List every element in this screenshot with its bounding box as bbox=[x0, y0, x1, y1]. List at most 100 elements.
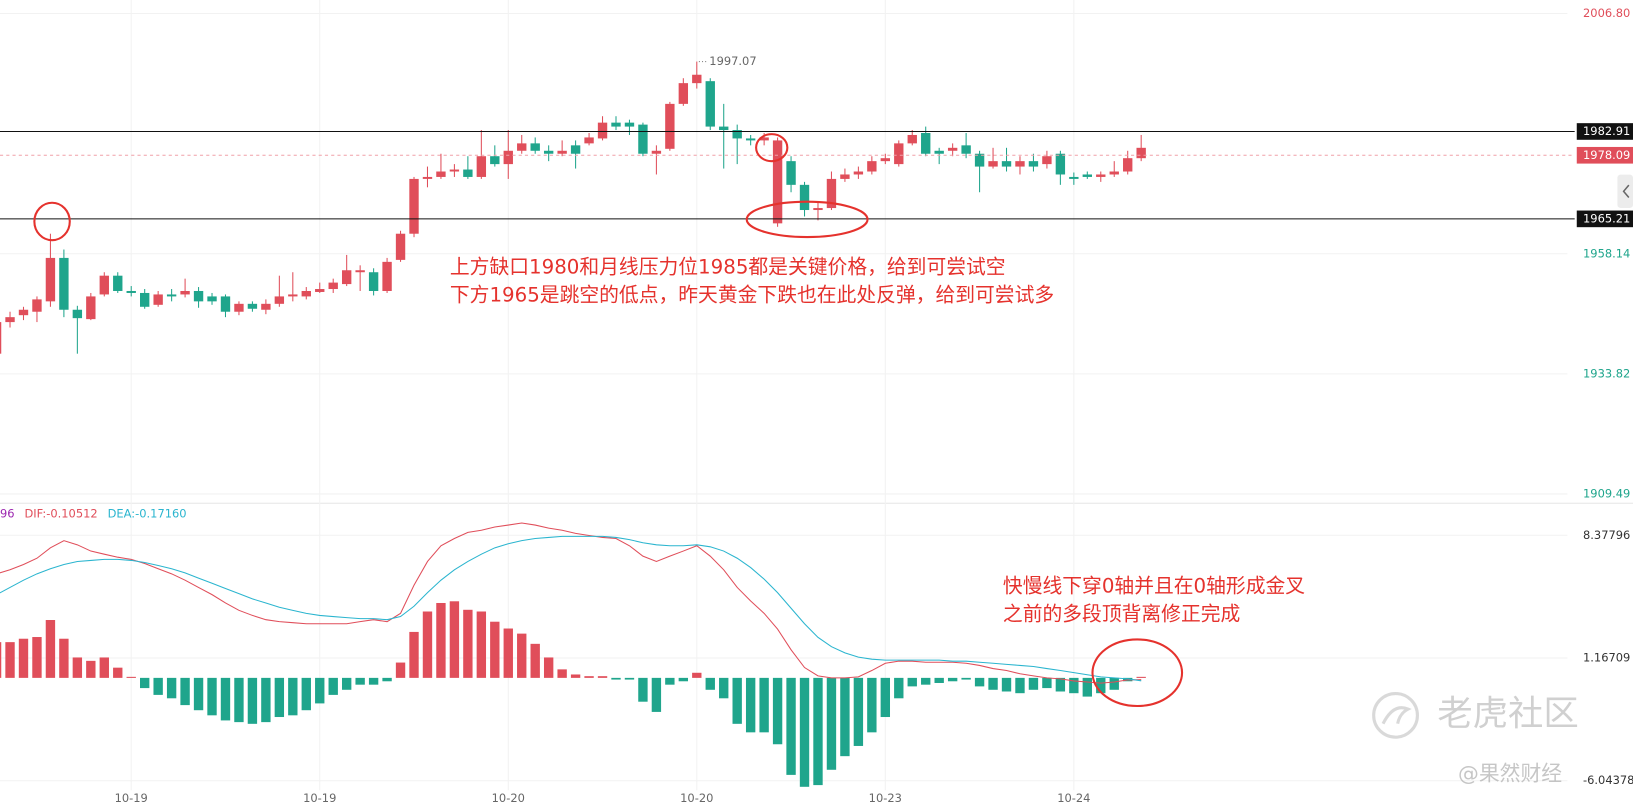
macd-bar bbox=[476, 611, 487, 678]
macd-bar bbox=[274, 677, 285, 718]
hand-drawn-circles bbox=[33, 133, 1184, 708]
candle-body bbox=[288, 294, 298, 297]
macd-bar bbox=[503, 628, 513, 678]
candle-body bbox=[1042, 156, 1052, 165]
macd-bar bbox=[1069, 677, 1079, 694]
macd-bar bbox=[113, 667, 123, 678]
macd-bar bbox=[153, 677, 163, 695]
macd-bar bbox=[301, 677, 311, 711]
candle-body bbox=[234, 303, 244, 312]
candle-body bbox=[974, 153, 985, 167]
candle-body bbox=[247, 303, 258, 309]
y-tick-label: 8.37796 bbox=[1583, 528, 1630, 542]
macd-bar bbox=[584, 676, 594, 678]
candle-body bbox=[732, 130, 742, 139]
candle-body bbox=[584, 137, 594, 144]
candle-body bbox=[32, 299, 42, 312]
macd-bar bbox=[813, 677, 823, 786]
macd-bar bbox=[72, 657, 83, 678]
candle-body bbox=[503, 150, 513, 165]
x-tick-label: 10-19 bbox=[115, 791, 148, 805]
macd-bar bbox=[18, 638, 29, 678]
macd-bar bbox=[719, 677, 729, 699]
annotation: 上方缺口1980和月线压力位1985都是关键价格，给到可尝试空 bbox=[450, 255, 1006, 278]
macd-bar bbox=[570, 674, 581, 678]
candle-body bbox=[813, 208, 823, 211]
candle-body bbox=[382, 261, 392, 291]
candle-body bbox=[772, 140, 783, 224]
macd-bar bbox=[288, 677, 298, 716]
candle-body bbox=[840, 174, 850, 179]
macd-bar bbox=[934, 677, 944, 683]
candle-body bbox=[1001, 161, 1012, 167]
candle-body bbox=[651, 150, 662, 154]
annotation: 之前的多段顶背离修正完成 bbox=[1003, 603, 1240, 626]
macd-bar bbox=[772, 677, 783, 745]
price-tag bbox=[1576, 210, 1633, 228]
macd-bar bbox=[745, 677, 756, 733]
macd-bar bbox=[517, 633, 527, 678]
macd-bar bbox=[597, 676, 608, 678]
candle-body bbox=[220, 296, 231, 312]
macd-bar bbox=[32, 637, 42, 678]
candle-body bbox=[166, 294, 177, 297]
y-tick-label: 1909.49 bbox=[1583, 486, 1630, 500]
macd-bar bbox=[207, 677, 217, 716]
watermark-icon bbox=[1381, 706, 1412, 725]
macd-bar bbox=[5, 642, 15, 678]
x-tick-label: 10-23 bbox=[869, 791, 902, 805]
candle-body bbox=[193, 290, 204, 302]
candle-body bbox=[894, 143, 904, 165]
candle-body bbox=[557, 150, 567, 154]
macd-bar bbox=[624, 677, 635, 680]
macd-bar bbox=[665, 677, 675, 685]
price-tag bbox=[1576, 146, 1633, 164]
macd-bar bbox=[328, 677, 338, 695]
macd-line bbox=[0, 535, 1142, 682]
macd-bar bbox=[1028, 677, 1039, 690]
candle-body bbox=[1069, 176, 1079, 179]
macd-bar bbox=[45, 620, 56, 678]
candle-body bbox=[18, 309, 29, 316]
watermark-icon bbox=[1372, 691, 1419, 739]
legend-dif-value: -0.10512 bbox=[46, 506, 97, 520]
macd-bar bbox=[1001, 677, 1012, 692]
candle-body bbox=[705, 81, 715, 127]
candle-body bbox=[422, 176, 433, 179]
candle-body bbox=[867, 161, 877, 172]
sidebar-toggle-button[interactable] bbox=[1617, 174, 1633, 208]
macd-bar bbox=[220, 677, 231, 721]
circle-mark bbox=[33, 201, 71, 242]
candle-body bbox=[1055, 153, 1066, 175]
candle-body bbox=[1082, 174, 1092, 177]
macd-bar bbox=[234, 677, 244, 723]
macd-bar bbox=[490, 621, 500, 678]
candle-body bbox=[638, 124, 648, 154]
macd-bar bbox=[651, 677, 662, 712]
candle-body bbox=[1015, 161, 1025, 167]
macd-bar bbox=[732, 677, 742, 724]
sidebar-toggle[interactable] bbox=[1617, 174, 1633, 208]
macd-bar bbox=[557, 669, 567, 678]
candle-body bbox=[5, 317, 15, 323]
candle-body bbox=[490, 156, 500, 165]
macd-bar bbox=[678, 677, 689, 682]
candle-body bbox=[907, 134, 917, 144]
candle-body bbox=[597, 122, 608, 139]
candle-body bbox=[274, 296, 285, 304]
candle-body bbox=[1028, 161, 1039, 167]
annotation: 下方1965是跳空的低点，昨天黄金下跌也在此处反弹，给到可尝试多 bbox=[450, 284, 1054, 307]
candle-body bbox=[1123, 158, 1133, 172]
y-tick-label: 2006.80 bbox=[1583, 6, 1630, 20]
legend-dif-name: DIF: bbox=[24, 506, 46, 520]
candle-body bbox=[624, 122, 635, 127]
macd-bar bbox=[799, 677, 810, 787]
macd-legend: 96 DIF:-0.10512 DEA:-0.17160 bbox=[0, 506, 187, 520]
candle-body bbox=[719, 126, 729, 131]
sidebar-toggle-icon[interactable] bbox=[1622, 184, 1630, 199]
candle-body bbox=[880, 158, 891, 162]
macd-bar bbox=[180, 677, 190, 706]
macd-bar bbox=[59, 638, 69, 678]
candle-body bbox=[947, 147, 958, 151]
